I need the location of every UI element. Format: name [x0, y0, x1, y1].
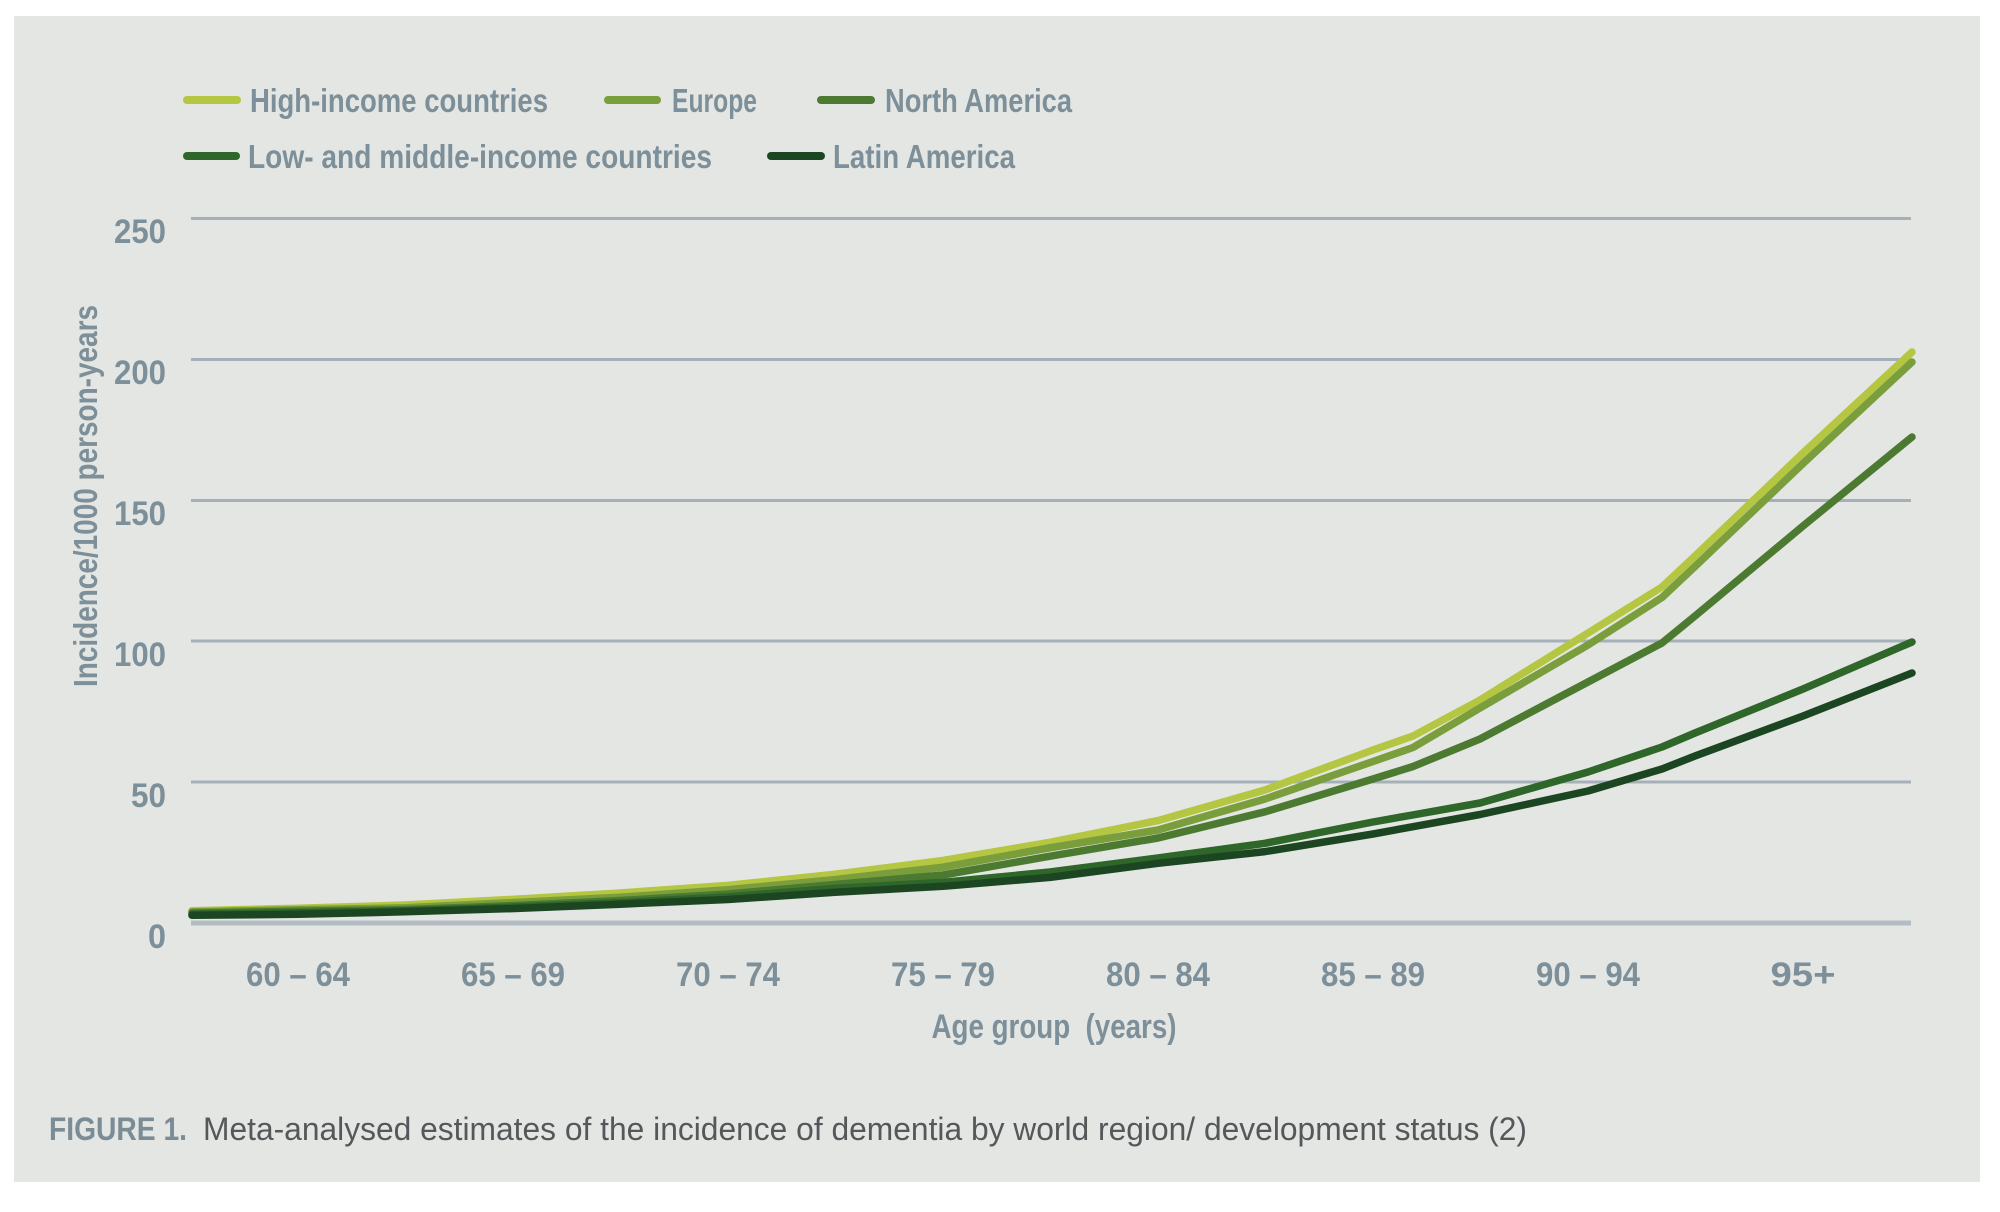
svg-text:Low- and middle-income countri: Low- and middle-income countries: [248, 138, 712, 175]
svg-text:150: 150: [114, 495, 166, 533]
svg-text:70 – 74: 70 – 74: [676, 956, 780, 994]
svg-text:75 – 79: 75 – 79: [891, 956, 995, 994]
svg-text:Meta-analysed estimates of the: Meta-analysed estimates of the incidence…: [203, 1111, 1527, 1147]
svg-text:90 – 94: 90 – 94: [1536, 956, 1640, 994]
svg-text:65 – 69: 65 – 69: [461, 956, 565, 994]
svg-text:Latin America: Latin America: [833, 138, 1016, 175]
svg-text:250: 250: [114, 213, 166, 251]
svg-text:95+: 95+: [1771, 956, 1836, 994]
svg-text:Incidence/1000 person-years: Incidence/1000 person-years: [67, 305, 104, 687]
svg-text:Europe: Europe: [672, 82, 757, 119]
svg-text:200: 200: [114, 354, 166, 392]
svg-text:80 – 84: 80 – 84: [1106, 956, 1210, 994]
svg-text:North America: North America: [885, 82, 1073, 119]
svg-text:High-income countries: High-income countries: [250, 82, 548, 119]
svg-text:60 – 64: 60 – 64: [246, 956, 350, 994]
svg-text:50: 50: [131, 777, 166, 815]
svg-text:0: 0: [148, 918, 166, 956]
svg-text:85 – 89: 85 – 89: [1321, 956, 1425, 994]
svg-text:Age group (years): Age group (years): [932, 1008, 1177, 1046]
svg-text:100: 100: [114, 636, 166, 674]
svg-text:FIGURE 1.: FIGURE 1.: [49, 1111, 187, 1147]
